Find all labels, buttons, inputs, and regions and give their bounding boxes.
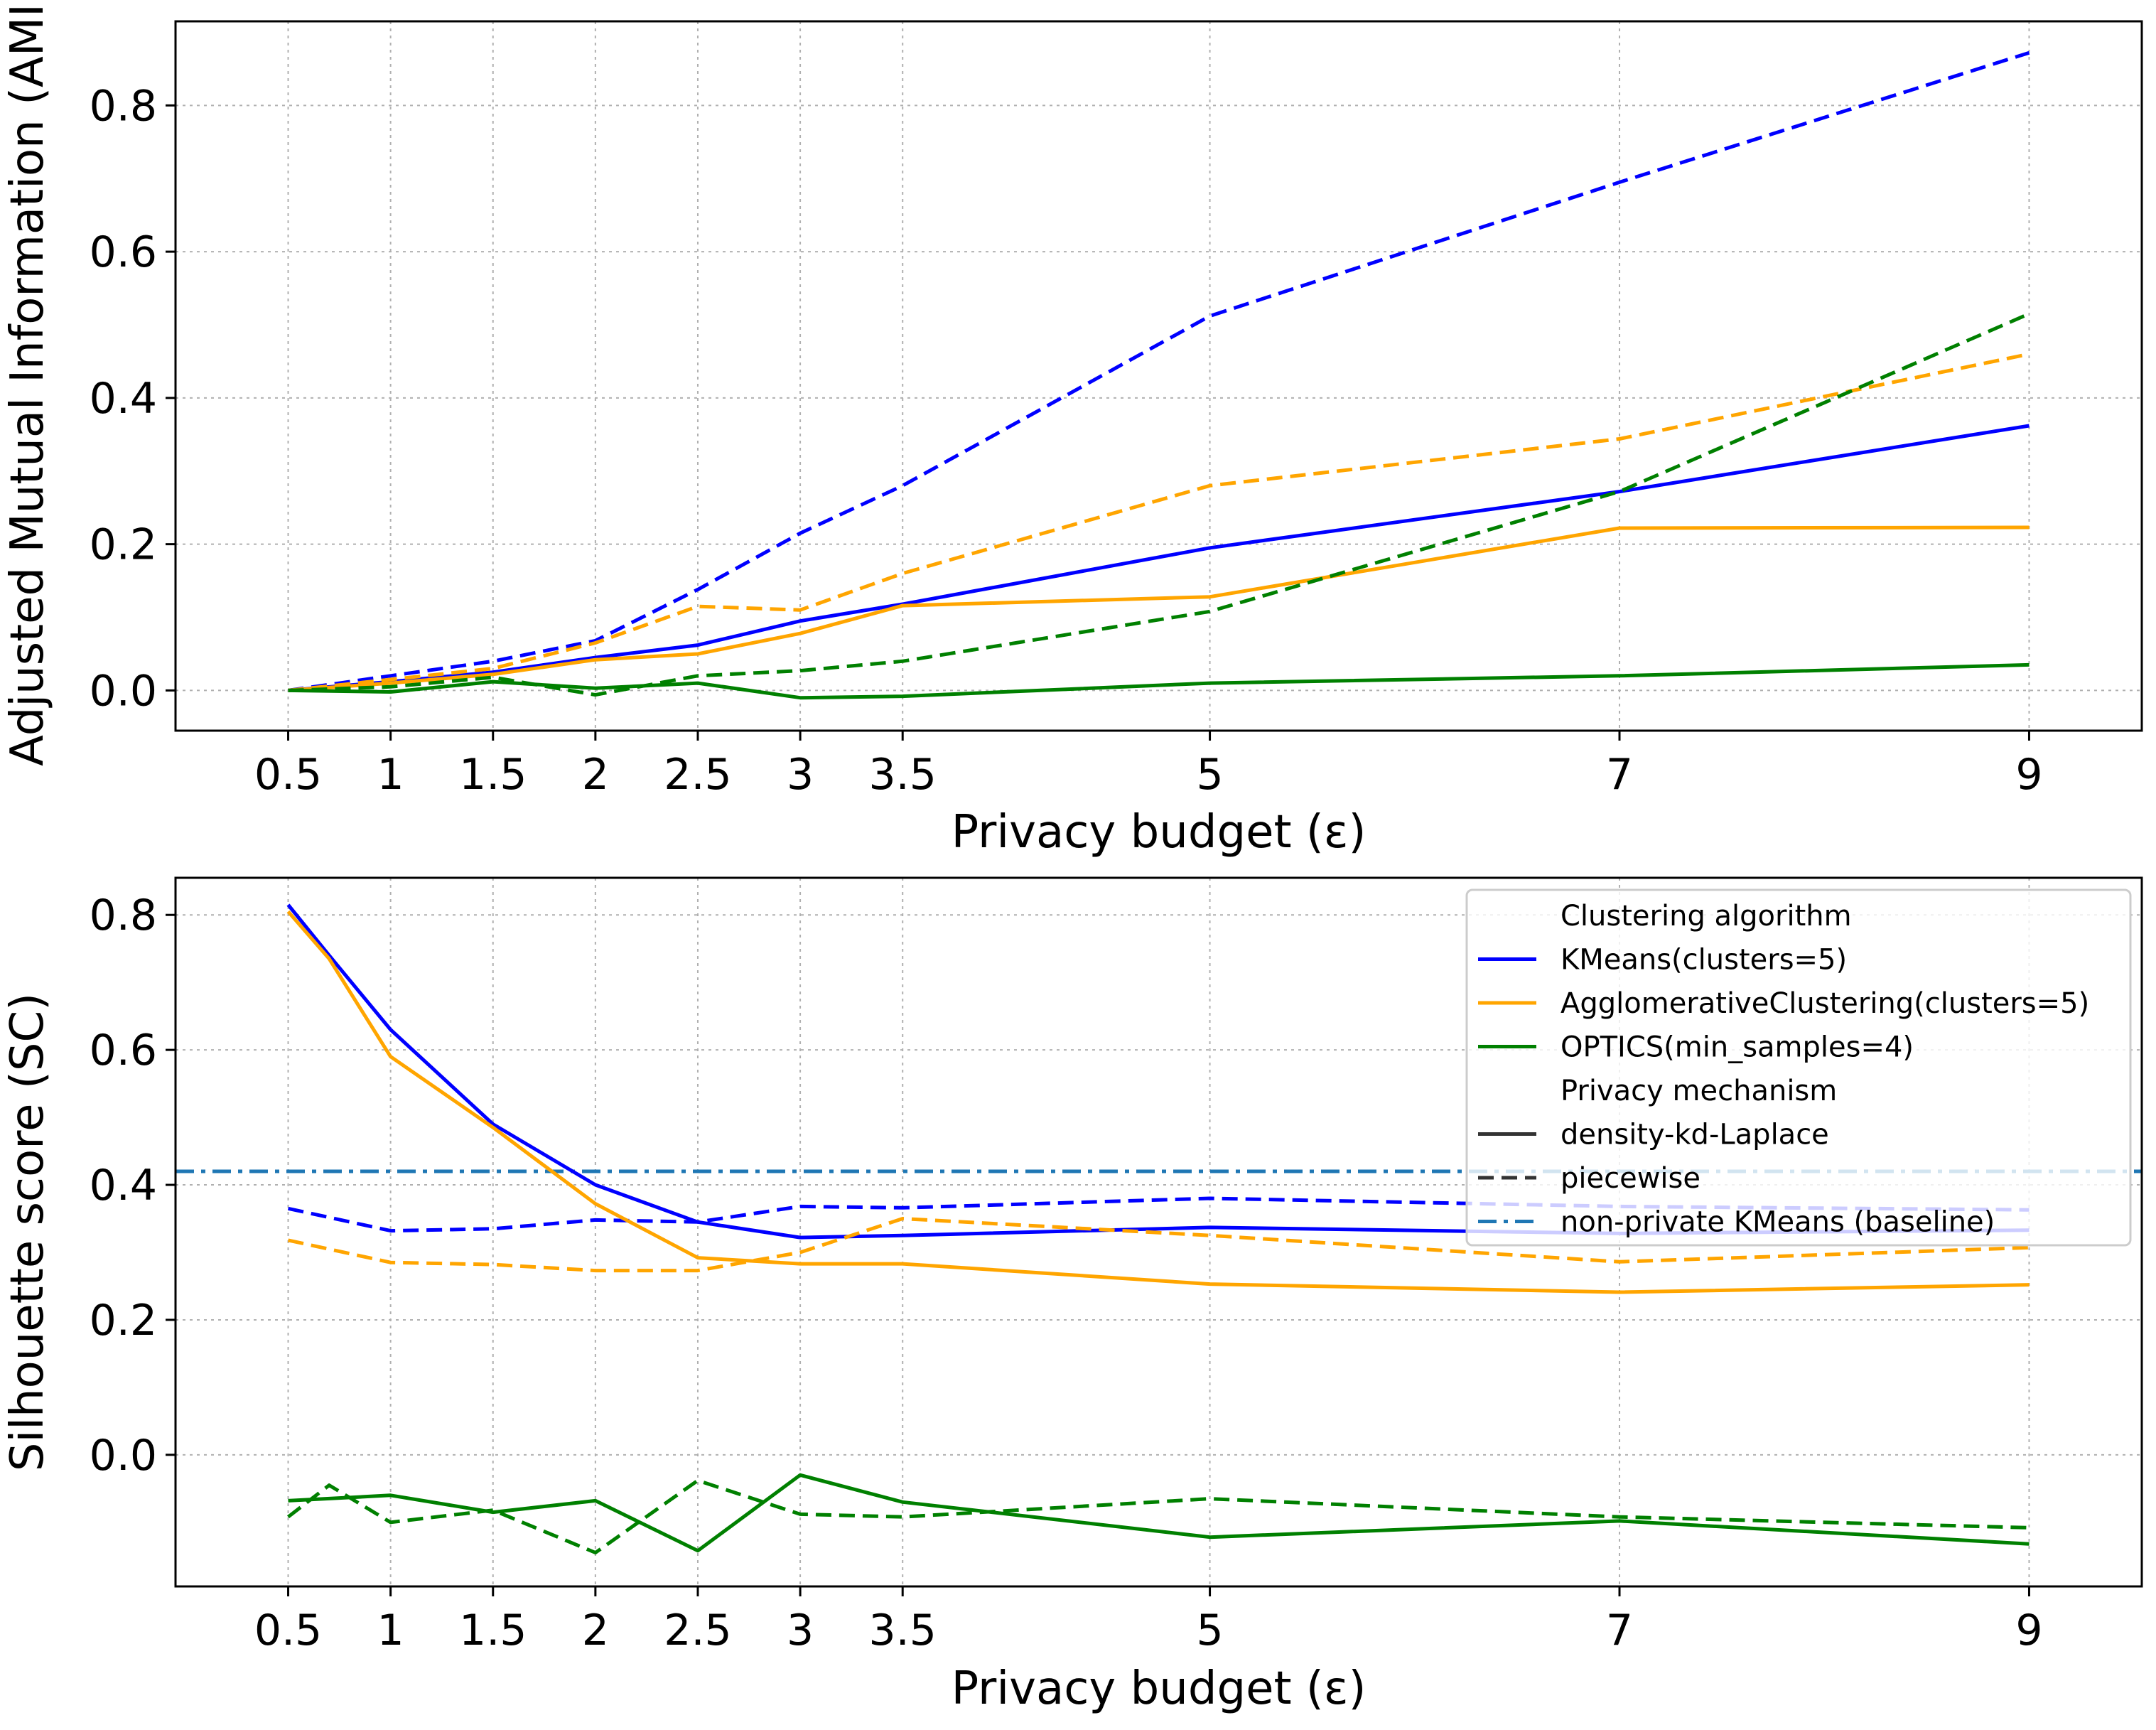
y-tick-label: 0.0 xyxy=(90,1431,157,1481)
legend-label: density-kd-Laplace xyxy=(1561,1119,1829,1151)
legend-label: non-private KMeans (baseline) xyxy=(1561,1206,1995,1239)
x-tick-label: 2 xyxy=(582,1606,609,1655)
chart-panel-1: 0.5 1 1.5 2 2.5 3 3.5 5 7 9 0.0 0.2 0.4 0.6 0.8 Privacy… xyxy=(1,0,2143,859)
series-line-6 xyxy=(286,1478,2030,1554)
x-tick-label: 0.5 xyxy=(254,1606,322,1655)
x-tick-label: 3.5 xyxy=(869,1606,937,1655)
x-axis-label: Privacy budget (ε) xyxy=(952,1662,1367,1715)
x-tick-label: 1.5 xyxy=(459,750,527,800)
legend-box xyxy=(1465,888,2132,1247)
x-tick-label: 3 xyxy=(787,1606,814,1655)
y-tick-label: 0.4 xyxy=(90,1161,157,1210)
y-tick-label: 0.2 xyxy=(90,1296,157,1345)
x-tick-label: 7 xyxy=(1606,1606,1633,1655)
series-line-4 xyxy=(287,1217,2030,1273)
x-tick-label: 7 xyxy=(1606,750,1633,800)
series-line-2 xyxy=(287,1196,2030,1233)
x-tick-label: 0.5 xyxy=(254,750,322,800)
x-tick-label: 2.5 xyxy=(664,750,731,800)
x-tick-label: 9 xyxy=(2015,750,2042,800)
chart-panel-2: 0.5 1 1.5 2 2.5 3 3.5 5 7 9 0.0 0.2 0.4 0.6 0.8 Privacy… xyxy=(1,876,2143,1715)
x-tick-label: 1 xyxy=(377,750,404,800)
y-tick-label: 0.0 xyxy=(90,666,157,716)
x-tick-label: 5 xyxy=(1196,1606,1223,1655)
legend-label: Privacy mechanism xyxy=(1561,1075,1837,1107)
x-tick-label: 3.5 xyxy=(869,750,937,800)
y-axis-label: Silhouette score (SC) xyxy=(1,993,54,1471)
y-tick-label: 0.2 xyxy=(90,520,157,570)
x-tick-label: 5 xyxy=(1196,750,1223,800)
x-tick-label: 1.5 xyxy=(459,1606,527,1655)
y-tick-label: 0.4 xyxy=(90,374,157,424)
y-tick-label: 0.8 xyxy=(90,891,157,940)
x-tick-label: 1 xyxy=(377,1606,404,1655)
legend-label: KMeans(clusters=5) xyxy=(1561,944,1847,977)
y-tick-label: 0.8 xyxy=(90,81,157,131)
legend-label: OPTICS(min_samples=4) xyxy=(1561,1031,1914,1064)
legend-label: AgglomerativeClustering(clusters=5) xyxy=(1561,987,2089,1020)
axes-frame xyxy=(174,876,2143,1588)
x-tick-label: 3 xyxy=(787,750,814,800)
x-tick-label: 2.5 xyxy=(664,1606,731,1655)
legend: Clustering algorithm KMeans(clusters=5) Ag… xyxy=(1465,888,2132,1247)
x-axis-label: Privacy budget (ε) xyxy=(952,806,1367,859)
legend-label: Clustering algorithm xyxy=(1561,900,1852,933)
y-tick-label: 0.6 xyxy=(90,1026,157,1075)
series-line-5 xyxy=(288,662,2030,700)
x-tick-label: 2 xyxy=(582,750,609,800)
plot-area xyxy=(288,50,2030,700)
series-line-3 xyxy=(286,910,2030,1294)
y-tick-label: 0.6 xyxy=(90,227,157,277)
y-axis-label: Adjusted Mutual Information (AMI) xyxy=(1,0,54,766)
x-tick-label: 9 xyxy=(2015,1606,2042,1655)
legend-label: piecewise xyxy=(1561,1162,1700,1195)
series-line-2 xyxy=(288,50,2030,692)
series-line-5 xyxy=(288,1473,2030,1553)
series-line-3 xyxy=(288,525,2030,692)
series-line-4 xyxy=(288,352,2030,692)
series-line-1 xyxy=(288,424,2030,692)
axes-frame xyxy=(174,20,2143,732)
series-line-6 xyxy=(288,312,2030,697)
